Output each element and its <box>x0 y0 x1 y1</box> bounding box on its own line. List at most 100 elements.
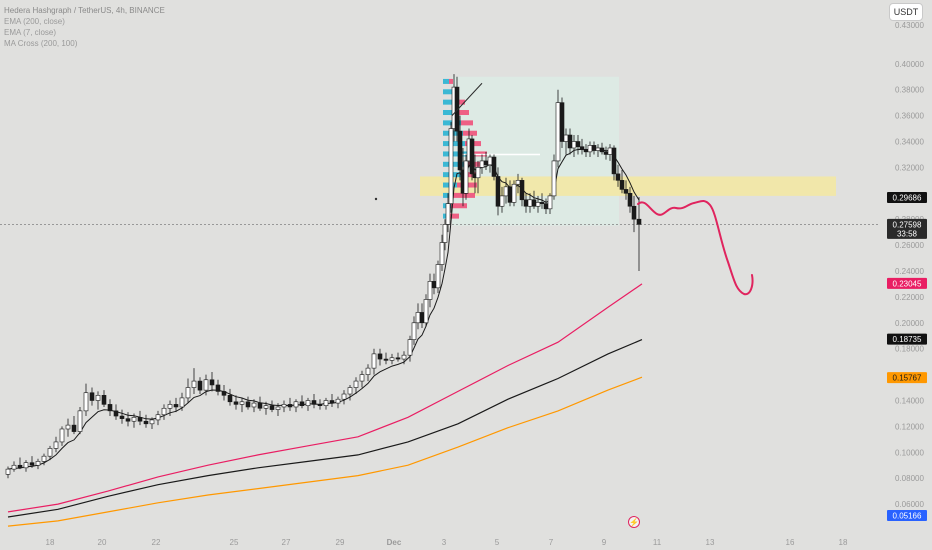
candle-body <box>571 141 577 149</box>
candle-body <box>311 400 317 405</box>
candle-body <box>555 102 561 162</box>
candle-body <box>479 160 485 168</box>
chart-dot <box>374 197 378 201</box>
currency-button[interactable]: USDT <box>889 3 923 21</box>
candle-body <box>353 380 359 388</box>
candle-body <box>595 147 601 151</box>
y-tick-label: 0.10000 <box>895 448 924 457</box>
candle-body <box>215 384 221 392</box>
trend-line <box>451 82 483 116</box>
x-tick-label: 29 <box>336 538 345 547</box>
candle-body <box>131 417 137 422</box>
y-tick-label: 0.38000 <box>895 86 924 95</box>
candle-body <box>23 462 29 469</box>
x-axis: 18 20 22 25 27 29 Dec 3 5 7 9 11 13 16 18 <box>46 538 848 547</box>
candle-body <box>299 401 305 406</box>
candle-body <box>448 128 454 204</box>
candle-body <box>281 404 287 408</box>
candle-body <box>499 195 505 207</box>
candle-body <box>575 141 581 147</box>
candle-body <box>203 379 209 391</box>
ema200-value-text: 0.23045 <box>893 279 922 288</box>
x-tick-label: 9 <box>602 538 607 547</box>
level-marker-text: 0.29686 <box>893 193 922 202</box>
ma200-value-badge <box>887 333 927 345</box>
y-tick-label: 0.22000 <box>895 293 924 302</box>
candle-body <box>607 147 613 155</box>
y-tick-label: 0.06000 <box>895 500 924 509</box>
candle-body <box>149 419 155 425</box>
candle-body <box>173 404 179 408</box>
candle-body <box>623 189 629 194</box>
candle-body <box>365 367 371 375</box>
volume-profile-row-down <box>463 130 477 136</box>
candle-body <box>371 353 377 369</box>
candle-body <box>431 281 437 289</box>
flash-icon[interactable]: ⚡ <box>628 516 640 528</box>
candle-body <box>35 461 41 466</box>
y-tick-label: 0.18000 <box>895 345 924 354</box>
indicator-ma-cross[interactable]: MA Cross (200, 100) <box>4 39 78 48</box>
volume-profile-row-up <box>443 141 465 147</box>
candle-body <box>347 387 353 395</box>
candle-body <box>95 395 101 401</box>
candle-body <box>442 224 448 243</box>
y-tick-label: 0.12000 <box>895 422 924 431</box>
candle-body <box>323 400 329 406</box>
candle-body <box>559 102 565 142</box>
candle-body <box>227 395 233 403</box>
candle-body <box>495 176 501 207</box>
candle-body <box>17 464 23 469</box>
candle-body <box>483 160 489 166</box>
candle-body <box>527 199 533 207</box>
ma200-line <box>7 339 643 518</box>
candle-body <box>631 205 637 220</box>
candle-body <box>251 402 257 408</box>
candle-body <box>197 380 203 391</box>
indicator-ema7[interactable]: EMA (7, close) <box>4 28 57 37</box>
candle-body <box>423 299 429 324</box>
candle-body <box>587 145 593 153</box>
candle-body <box>11 464 17 470</box>
candle-body <box>59 428 65 443</box>
candle-body <box>515 180 521 185</box>
ma100-value-text: 0.15767 <box>893 374 922 383</box>
candle-body <box>435 264 441 289</box>
candle-body <box>29 462 35 466</box>
candle-body <box>335 398 341 404</box>
indicator-ema200[interactable]: EMA (200, close) <box>4 17 65 26</box>
symbol-title[interactable]: Hedera Hashgraph / TetherUS, 4h, BINANCE <box>4 6 165 15</box>
volume-profile-row-down <box>459 110 469 116</box>
volume-profile-row-down <box>453 192 475 198</box>
candle-body <box>603 151 609 155</box>
candle-body <box>53 441 59 449</box>
candle-body <box>415 312 421 324</box>
candle-body <box>427 281 433 300</box>
candle-body <box>463 160 469 194</box>
volume-profile-row-up <box>443 110 459 116</box>
candle-body <box>221 391 227 396</box>
x-tick-label: 18 <box>839 538 848 547</box>
candle-body <box>563 134 569 142</box>
candle-body <box>445 203 451 225</box>
candle-body <box>287 404 293 408</box>
candles <box>5 74 642 479</box>
candle-body <box>615 173 621 181</box>
y-tick-label: 0.20000 <box>895 319 924 328</box>
candle-body <box>599 147 605 153</box>
last-price-countdown: 33:58 <box>897 229 918 238</box>
candle-body <box>293 401 299 408</box>
candle-body <box>5 468 11 475</box>
candle-body <box>591 145 597 151</box>
volume-profile-row-down <box>451 203 467 209</box>
candle-body <box>523 199 529 207</box>
x-tick-label: 16 <box>786 538 795 547</box>
candle-body <box>83 392 89 412</box>
x-tick-label: 11 <box>653 538 662 547</box>
volume-profile-row-up <box>443 89 453 95</box>
candle-body <box>257 402 263 409</box>
volume-profile-row-up <box>443 161 465 167</box>
